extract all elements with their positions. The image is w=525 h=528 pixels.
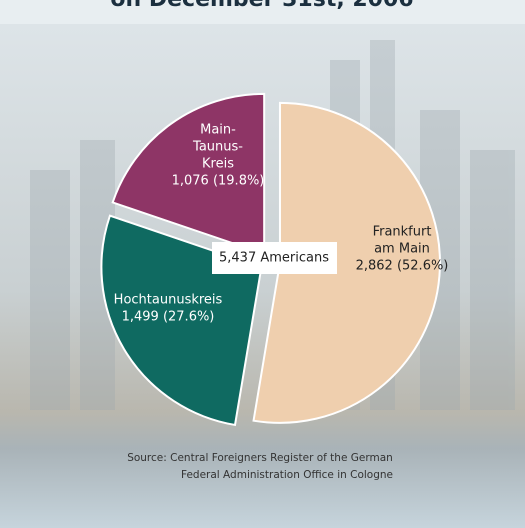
slice-label: Hochtaunuskreis <box>114 293 223 308</box>
value-label: 1,499 (27.6%) <box>122 310 215 325</box>
value-label: 1,076 (19.8%) <box>172 174 265 189</box>
page: on December 31st, 2006 5,437 Americans S… <box>0 0 525 528</box>
slice-label: Kreis <box>202 157 234 172</box>
slice-label: Main- <box>200 123 236 138</box>
slice-label: Taunus- <box>192 140 243 155</box>
source: Federal Administration Office in Cologne <box>181 469 393 481</box>
value-label: 2,862 (52.6%) <box>356 259 449 274</box>
slice-label: am Main <box>374 242 430 257</box>
chart-title: on December 31st, 2006 <box>110 0 413 12</box>
source: Source: Central Foreigners Register of t… <box>127 452 393 464</box>
chart: on December 31st, 2006 5,437 Americans S… <box>0 0 525 528</box>
center-label: 5,437 Americans <box>219 251 329 266</box>
slice-label: Frankfurt <box>373 225 432 240</box>
